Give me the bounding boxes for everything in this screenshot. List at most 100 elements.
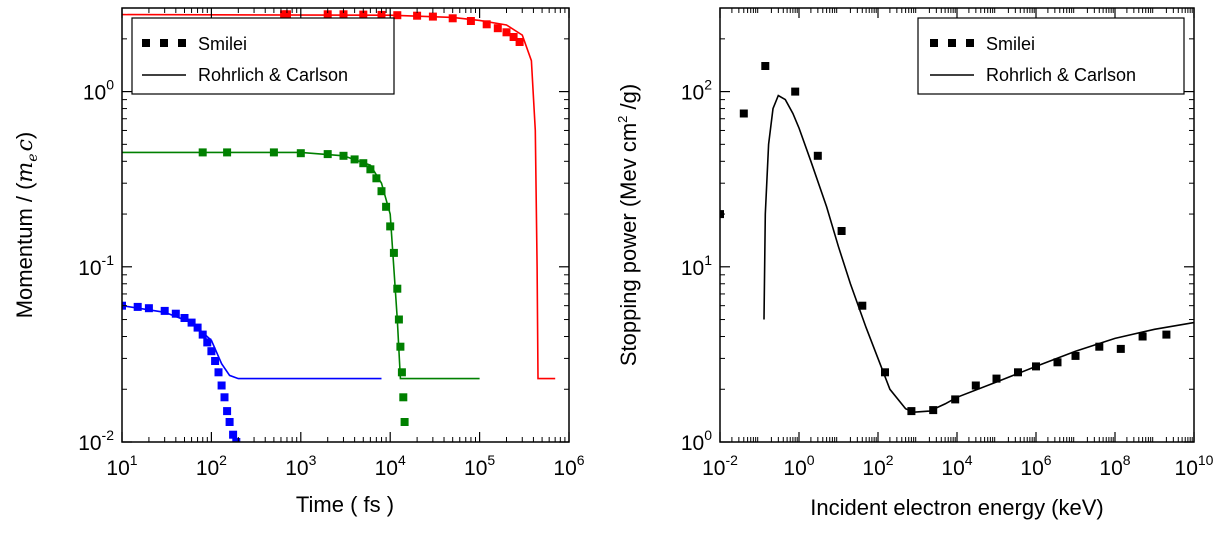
left-series-layer (122, 10, 556, 442)
r-y-tick-exp-0: 0 (704, 427, 712, 443)
left-y-title-m: m (13, 162, 38, 183)
l-series-0-marker-1 (283, 10, 291, 19)
right-y-title-pre: Stopping power (Mev cm (616, 123, 641, 366)
l-plot-area (122, 10, 556, 442)
l-x-tick-exp-4: 5 (487, 452, 495, 468)
r-y-tick-base-0: 10 (681, 432, 704, 455)
r-series-0-marker-20 (1162, 330, 1171, 339)
l-series-0-marker-10 (466, 17, 475, 25)
r-series-0-marker-9 (929, 406, 938, 415)
l-y-tick-exp-1: -1 (102, 252, 115, 268)
l-series-1-marker-1 (223, 148, 232, 157)
r-series-0-marker-3 (791, 87, 800, 96)
l-series-1-marker-3 (296, 149, 305, 158)
l-series-1-marker-18 (399, 393, 408, 402)
l-series-2-marker-17 (229, 430, 238, 439)
l-series-2-marker-8 (198, 330, 207, 339)
r-x-tick-base-1: 10 (783, 457, 806, 480)
l-series-2-marker-16 (225, 418, 234, 426)
l-series-1-marker-6 (350, 155, 359, 164)
r-y-tick-label-0: 100 (681, 427, 712, 455)
l-series-1-marker-16 (396, 342, 405, 351)
r-x-tick-exp-1: 0 (807, 452, 815, 468)
l-series-2-marker-9 (203, 338, 212, 347)
right-legend: Smilei Rohrlich & Carlson (917, 17, 1185, 95)
right-y-title-sup: 2 (615, 116, 630, 123)
l-x-tick-label-2: 103 (285, 452, 316, 480)
r-y-tick-exp-2: 2 (704, 77, 712, 93)
l-series-0-marker-5 (377, 10, 386, 19)
l-series-1-marker-9 (372, 174, 381, 183)
l-x-tick-base-4: 10 (464, 457, 487, 480)
r-x-tick-label-6: 1010 (1175, 452, 1214, 480)
right-legend-rohrlich: Rohrlich & Carlson (986, 65, 1136, 85)
l-series-2-marker-12 (214, 368, 223, 377)
l-series-1-marker-11 (382, 202, 391, 211)
l-x-tick-base-3: 10 (375, 457, 398, 480)
l-series-1-line (122, 151, 480, 380)
l-series-2-marker-15 (223, 407, 232, 416)
r-series-0-marker-6 (858, 301, 867, 310)
r-plot-area (720, 62, 1194, 416)
r-x-tick-exp-4: 6 (1044, 452, 1052, 468)
l-series-1-marker-5 (339, 151, 348, 160)
l-series-2-marker-2 (144, 304, 153, 313)
l-series-2-marker-13 (217, 381, 226, 390)
l-series-0-marker-15 (515, 38, 524, 46)
l-x-tick-exp-3: 4 (398, 452, 406, 468)
r-y-tick-label-2: 102 (681, 77, 712, 105)
left-legend-marker-2 (160, 39, 168, 47)
l-y-tick-exp-0: -2 (102, 427, 115, 443)
l-series-0-marker-14 (509, 33, 518, 41)
l-series-0-marker-13 (502, 28, 511, 37)
l-series-1-marker-14 (393, 284, 402, 293)
l-x-tick-exp-0: 1 (130, 452, 138, 468)
right-legend-smilei: Smilei (986, 34, 1035, 54)
l-x-tick-base-0: 10 (106, 457, 129, 480)
l-series-2-marker-11 (211, 357, 220, 365)
l-series-1-marker-4 (323, 150, 332, 159)
l-x-tick-label-5: 106 (553, 452, 584, 480)
r-x-tick-label-0: 10-2 (702, 452, 738, 480)
right-legend-marker-3 (966, 39, 974, 47)
r-series-0-marker-1 (739, 109, 748, 118)
l-x-tick-exp-1: 2 (219, 452, 227, 468)
r-x-tick-exp-0: -2 (725, 452, 738, 468)
l-series-1-marker-12 (386, 222, 395, 231)
r-series-0-marker-15 (1053, 358, 1062, 367)
r-y-tick-exp-1: 1 (704, 252, 712, 268)
right-y-axis-title: Stopping power (Mev cm2 /g) (615, 84, 641, 366)
right-y-title-post: /g) (616, 84, 641, 116)
left-plot-frame (121, 7, 570, 443)
left-legend-box (131, 17, 395, 95)
r-x-tick-exp-6: 10 (1198, 452, 1214, 468)
r-series-0-marker-11 (971, 381, 980, 390)
l-x-tick-base-2: 10 (285, 457, 308, 480)
l-series-0-marker-11 (482, 20, 491, 29)
right-series-layer (720, 62, 1194, 416)
l-series-0-marker-7 (413, 11, 422, 20)
r-y-tick-base-2: 10 (681, 82, 704, 105)
left-y-title-sub: e (25, 153, 41, 161)
l-y-tick-label-2: 100 (83, 77, 114, 105)
left-y-axis-title: Momentum / (mec) (12, 132, 41, 319)
l-y-tick-label-1: 10-1 (78, 252, 114, 280)
r-series-0-marker-2 (761, 62, 770, 70)
r-y-tick-label-1: 101 (681, 252, 712, 280)
l-series-2-line (122, 304, 382, 380)
r-series-0-marker-18 (1116, 344, 1125, 353)
r-x-tick-base-2: 10 (862, 457, 885, 480)
right-legend-box (917, 17, 1185, 95)
l-series-0-marker-8 (428, 12, 437, 21)
r-series-0-marker-7 (881, 368, 889, 377)
l-x-tick-label-3: 104 (375, 452, 406, 480)
l-series-1-marker-13 (389, 248, 398, 257)
l-series-1-marker-17 (397, 368, 406, 377)
l-series-1-marker-2 (269, 148, 278, 157)
l-x-tick-base-1: 10 (196, 457, 219, 480)
r-series-0-marker-8 (907, 407, 916, 416)
